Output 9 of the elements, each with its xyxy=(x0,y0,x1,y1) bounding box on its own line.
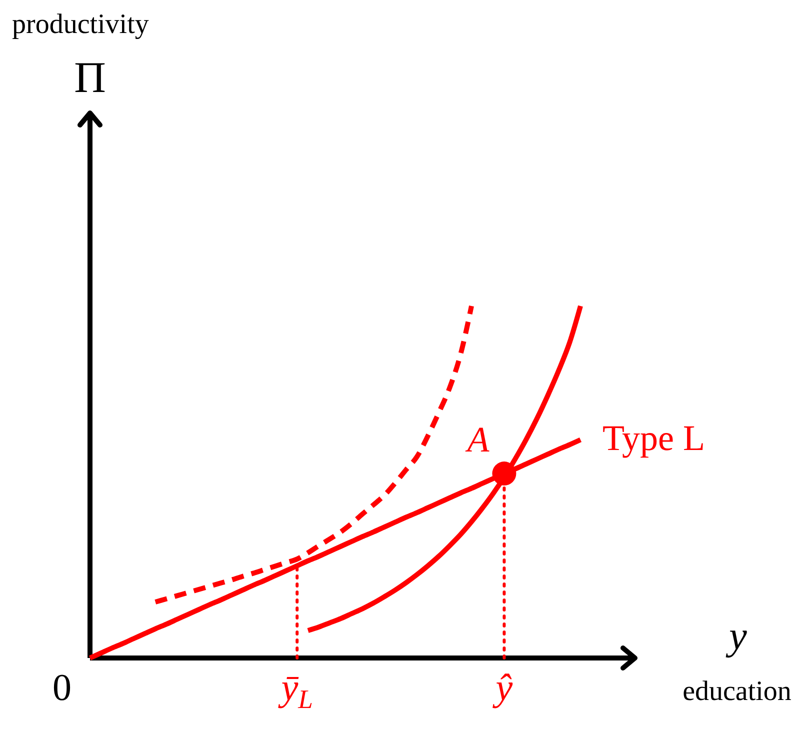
text: 0 xyxy=(52,667,72,709)
series-label: A xyxy=(465,420,490,460)
x-tick-label: ŷ xyxy=(492,667,513,709)
series-label: Type L xyxy=(602,418,705,458)
x-tick-label: ȳ$_{L}$ xyxy=(277,667,313,714)
text: productivity xyxy=(12,9,149,40)
y-axis-title: Π xyxy=(74,53,106,102)
x-axis-title: y xyxy=(725,613,748,658)
text: education xyxy=(682,676,792,707)
